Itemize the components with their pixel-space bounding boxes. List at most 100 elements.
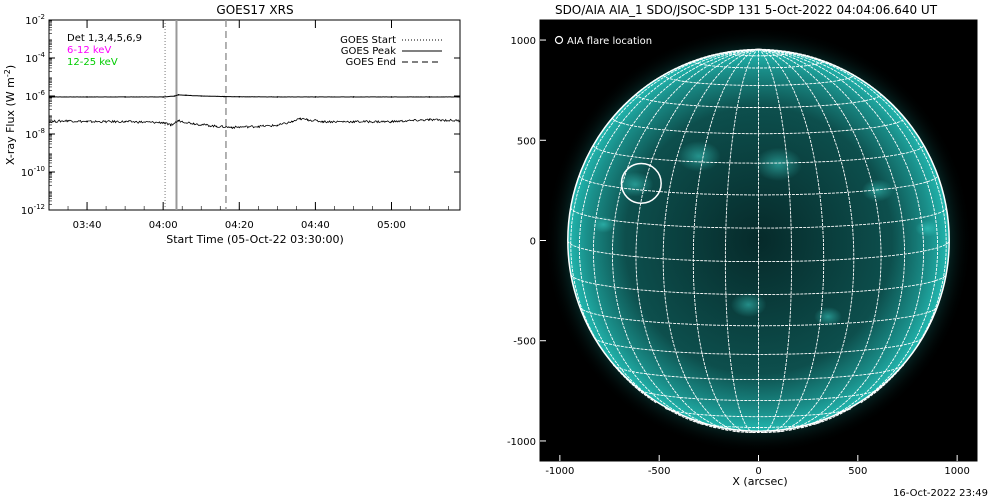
active-region-glow — [861, 179, 894, 202]
lc-x-tick-label: 03:40 — [73, 220, 102, 231]
aia-y-tick-label: -1000 — [507, 437, 536, 448]
grid-longitude-line — [724, 48, 759, 434]
aia-x-tick-label: -1000 — [545, 466, 574, 477]
grid-longitude-line — [758, 48, 925, 429]
lc-data-point — [124, 96, 126, 98]
lc-data-point — [177, 94, 180, 96]
lc-data-point — [428, 118, 431, 121]
aia-x-tick-label: -500 — [648, 466, 671, 477]
lc-data-point — [352, 120, 355, 123]
goes-lightcurve-chart: GOES17 XRS 10-12 10-10 10-8 10-6 10-4 10-2 03… — [3, 3, 461, 246]
lc-x-tick-label: 04:40 — [301, 220, 330, 231]
sun-limb — [567, 49, 950, 432]
lc-y-tick-label: 10-8 — [25, 127, 45, 141]
lc-x-tick-label: 05:00 — [377, 220, 406, 231]
lc-y-tick-label: 10-2 — [25, 13, 45, 27]
lc-data-point — [67, 119, 69, 122]
grid-longitude-line — [758, 48, 825, 433]
lc-data-point — [276, 124, 279, 127]
lc-series-group — [49, 94, 460, 129]
lc-data-point — [86, 96, 88, 98]
grid-longitude-line — [758, 48, 906, 431]
lc-data-point — [257, 125, 260, 128]
lc-x-label: Start Time (05-Oct-22 03:30:00) — [166, 233, 344, 246]
lc-data-point — [459, 119, 460, 122]
lc-y-tick-label: 10-10 — [21, 165, 45, 179]
active-region-glow — [677, 141, 721, 172]
footer-timestamp: 16-Oct-2022 23:49 — [893, 488, 988, 499]
lc-data-point — [314, 96, 317, 98]
lc-x-tick-label: 04:00 — [149, 220, 178, 231]
lc-data-point — [230, 126, 233, 129]
active-region-glow — [754, 147, 803, 182]
aia-x-tick-label: 1000 — [944, 466, 969, 477]
grid-longitude-line — [662, 48, 759, 433]
lc-y-axis: 10-12 10-10 10-8 10-6 10-4 10-2 — [21, 13, 460, 217]
aia-image-panel: SDO/AIA AIA_1 SDO/JSOC-SDP 131 5-Oct-202… — [507, 3, 988, 499]
lc-data-point — [322, 120, 324, 123]
lc-series-line-long — [49, 94, 460, 98]
flare-location-circle — [620, 162, 662, 204]
grid-longitude-line — [592, 48, 759, 429]
lc-y-tick-label: 10-12 — [21, 203, 45, 217]
lc-y-tick-label: 10-6 — [25, 89, 45, 103]
grid-longitude-line — [758, 48, 882, 433]
lc-title: GOES17 XRS — [216, 3, 293, 17]
legend-goes-peak: GOES Peak — [341, 46, 396, 57]
lc-data-point — [238, 95, 241, 98]
grid-longitude-line — [692, 48, 759, 433]
aia-y-tick-label: 500 — [517, 136, 536, 147]
aia-x-axis: -1000 -500 0 500 1000 — [545, 455, 970, 477]
lc-series-line-short — [49, 117, 460, 129]
aia-x-label: X (arcsec) — [732, 475, 787, 488]
legend-high-band: 12-25 keV — [67, 57, 118, 68]
grid-longitude-line — [611, 48, 759, 431]
lc-data-point — [276, 96, 279, 98]
lc-data-point — [390, 120, 393, 123]
legend-events: GOES Start GOES Peak GOES End — [340, 35, 442, 68]
lc-data-point — [299, 118, 301, 120]
lc-data-point — [49, 96, 50, 98]
lc-data-point — [169, 124, 172, 127]
lc-data-point — [200, 95, 203, 97]
lc-data-point — [162, 96, 164, 98]
grid-longitude-line — [578, 48, 759, 426]
lc-data-point — [215, 125, 218, 128]
aia-y-tick-label: 0 — [530, 237, 536, 248]
lc-data-point — [177, 119, 180, 122]
active-region-glow — [730, 292, 767, 318]
lc-data-point — [124, 120, 126, 123]
aia-y-tick-label: -500 — [513, 337, 536, 348]
legend-detectors: Det 1,3,4,5,6,9 — [67, 33, 142, 44]
legend-goes-end: GOES End — [346, 57, 396, 68]
lc-data-point — [390, 96, 393, 98]
lc-data-point — [291, 120, 294, 123]
lc-data-point — [173, 95, 176, 97]
lc-y-label: X-ray Flux (W m-2) — [3, 65, 17, 165]
aia-x-tick-label: 500 — [848, 466, 867, 477]
lc-x-tick-label: 04:20 — [225, 220, 254, 231]
grid-longitude-line — [758, 48, 855, 433]
lc-data-point — [459, 96, 460, 98]
aia-y-tick-label: 1000 — [511, 36, 536, 47]
lc-data-point — [352, 96, 355, 98]
grid-longitude-line — [758, 48, 793, 434]
lc-x-axis: 03:40 04:00 04:20 04:40 05:00 — [48, 20, 449, 231]
aia-x-tick-label: 0 — [755, 466, 761, 477]
legend-flare-marker — [554, 35, 564, 45]
lc-data-point — [223, 95, 225, 98]
grid-longitude-line — [758, 48, 939, 426]
lc-event-markers — [164, 20, 227, 210]
aia-y-axis: 1000 500 0 -500 -1000 — [507, 36, 546, 448]
lc-data-point — [86, 120, 88, 123]
lc-data-point — [185, 94, 187, 97]
lc-data-point — [306, 118, 309, 121]
legend-goes-start: GOES Start — [340, 35, 396, 46]
lc-data-point — [428, 96, 431, 98]
legend-low-band: 6-12 keV — [67, 45, 111, 56]
lc-y-tick-label: 10-4 — [25, 51, 45, 65]
lc-data-point — [162, 121, 164, 124]
lc-data-point — [192, 122, 195, 125]
aia-title: SDO/AIA AIA_1 SDO/JSOC-SDP 131 5-Oct-202… — [555, 3, 938, 17]
